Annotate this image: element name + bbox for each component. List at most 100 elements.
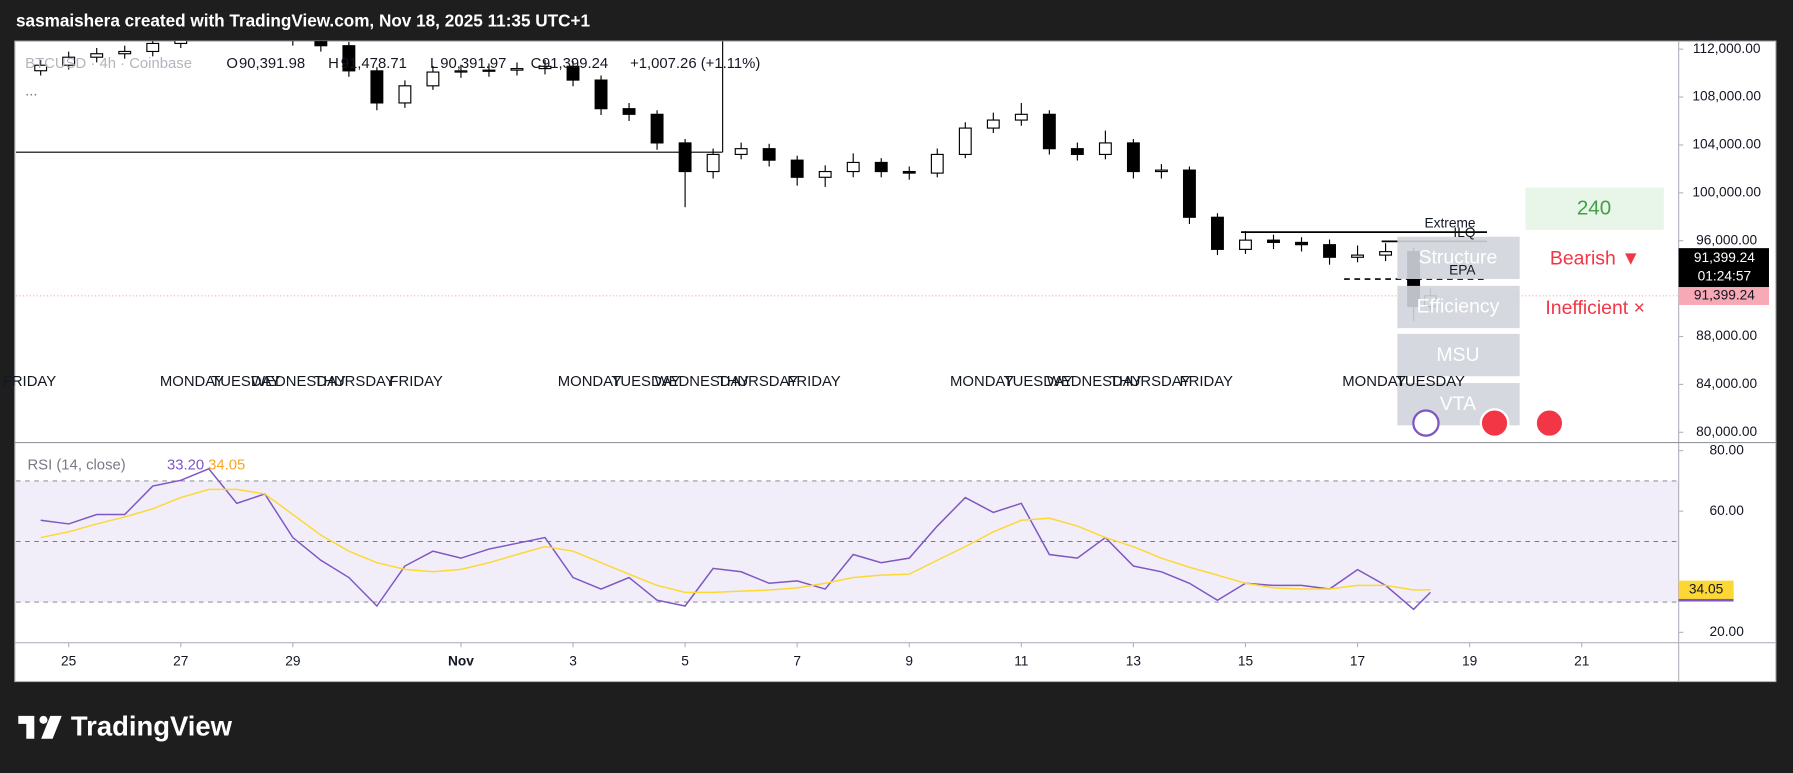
y-tick-label: 88,000.00 [1696, 328, 1757, 343]
timeframe-box [1525, 187, 1664, 230]
candle-body [62, 56, 76, 66]
price-tag-label: 91,399.24 [1694, 287, 1755, 302]
open-label: O [226, 56, 238, 72]
overlay: BTCUSD · 4h · Coinbase O 90,391.98 H 91,… [3, 41, 1769, 742]
event-flag[interactable] [1479, 408, 1510, 438]
brand-name: TradingView [71, 711, 233, 742]
countdown: 01:24:57 [1698, 268, 1751, 283]
y-tick-label: 104,000.00 [1692, 137, 1761, 152]
candle-body [426, 71, 440, 87]
candle-body [1267, 239, 1280, 243]
x-tick-label: 25 [61, 654, 77, 669]
candle-body [902, 170, 916, 174]
session-label: FRIDAY [1180, 374, 1233, 390]
bias: Bearish ▼ [1550, 248, 1640, 270]
vta: VTA [1440, 393, 1476, 415]
timeframe: 240 [1577, 197, 1611, 220]
event-icon[interactable] [1412, 409, 1440, 437]
candle-body [510, 68, 524, 71]
rsi-tag [1678, 580, 1734, 599]
msu-box [1397, 333, 1520, 377]
y-tick-label: 20.00 [1710, 624, 1745, 639]
session-label: WEDNESDAY [655, 374, 750, 390]
header-title: sasmaishera created with TradingView.com… [16, 10, 590, 30]
session-label: WEDNESDAY [1047, 374, 1142, 390]
price-tag [1678, 286, 1769, 305]
y-tick-label: 60.00 [1710, 503, 1745, 518]
rsi-tag-label: 34.05 [1689, 581, 1724, 596]
level-label: EPA [1449, 263, 1476, 278]
level-label: ILQ [1453, 225, 1475, 240]
session-label: FRIDAY [3, 374, 56, 390]
session-label: FRIDAY [787, 374, 840, 390]
event-flag[interactable] [1534, 408, 1565, 438]
more-button[interactable]: ... [25, 83, 37, 99]
y-tick-label: 80,000.00 [1696, 424, 1757, 439]
x-tick-label: 15 [1238, 654, 1254, 669]
session-label: WEDNESDAY [251, 374, 346, 390]
y-tick-label: 96,000.00 [1696, 232, 1757, 247]
session-label: TUESDAY [1004, 374, 1073, 390]
candle-body [622, 108, 636, 115]
msu: MSU [1436, 344, 1479, 366]
candle-body [1182, 169, 1196, 218]
candle-body [174, 41, 188, 45]
y-tick-label: 100,000.00 [1692, 184, 1761, 199]
candle-body [846, 161, 860, 173]
structure: Structure [1419, 247, 1498, 269]
level-label: Extreme [1424, 216, 1475, 231]
session-label: MONDAY [950, 374, 1014, 390]
candle-body [90, 53, 104, 58]
candle-body [1323, 244, 1336, 258]
candle-body [930, 153, 944, 174]
efficiency-state: Inefficient × [1545, 297, 1645, 319]
candle-body [986, 119, 1000, 129]
session-label: TUESDAY [611, 374, 680, 390]
x-tick-label: 9 [905, 654, 913, 669]
candle-body [1295, 241, 1308, 246]
candle-body [566, 65, 580, 81]
efficiency: Efficiency [1417, 296, 1500, 318]
session-label: TUESDAY [1396, 374, 1465, 390]
candle-body [1042, 113, 1056, 150]
x-tick-label: Nov [448, 654, 474, 669]
candle-body [1351, 254, 1365, 258]
candle-body [342, 45, 356, 72]
countdown-price: 91,399.24 [1694, 250, 1755, 265]
candle-body [398, 85, 412, 104]
y-tick-label: 80.00 [1710, 442, 1745, 457]
candle-body [1154, 169, 1168, 173]
candle-body [762, 148, 776, 161]
candle-body [34, 64, 48, 72]
high-value: 91,478.71 [341, 56, 407, 72]
x-tick-label: 7 [793, 654, 801, 669]
candle-body [594, 79, 608, 110]
session-label: THURSDAY [718, 374, 799, 390]
x-tick-label: 11 [1014, 654, 1028, 669]
candle-body [706, 153, 720, 173]
candle-body [482, 69, 496, 72]
brand-logo [18, 715, 62, 739]
session-label: FRIDAY [389, 374, 442, 390]
candle-body [314, 41, 328, 47]
rsi-pane [16, 467, 1679, 611]
x-tick-label: 13 [1126, 654, 1142, 669]
x-tick-label: 3 [569, 654, 577, 669]
session-label: THURSDAY [1110, 374, 1191, 390]
candle-body [790, 159, 804, 178]
candle-body [1126, 142, 1140, 173]
candle-body [1211, 216, 1224, 250]
candle-body [650, 113, 664, 144]
session-label: THURSDAY [314, 374, 395, 390]
rsi-line [40, 467, 1431, 611]
y-tick-label: 108,000.00 [1692, 89, 1761, 104]
high-label: H [328, 56, 339, 72]
ma-legend-value: 34.05 [208, 457, 245, 473]
low-value: 90,391.97 [440, 56, 506, 72]
change-value: +1,007.26 (+1.11%) [630, 56, 760, 72]
session-label: MONDAY [1342, 374, 1406, 390]
symbol: BTCUSD · 4h · Coinbase [25, 56, 192, 72]
close-label: C [531, 56, 542, 72]
rsi-title: RSI (14, close) [27, 457, 125, 473]
